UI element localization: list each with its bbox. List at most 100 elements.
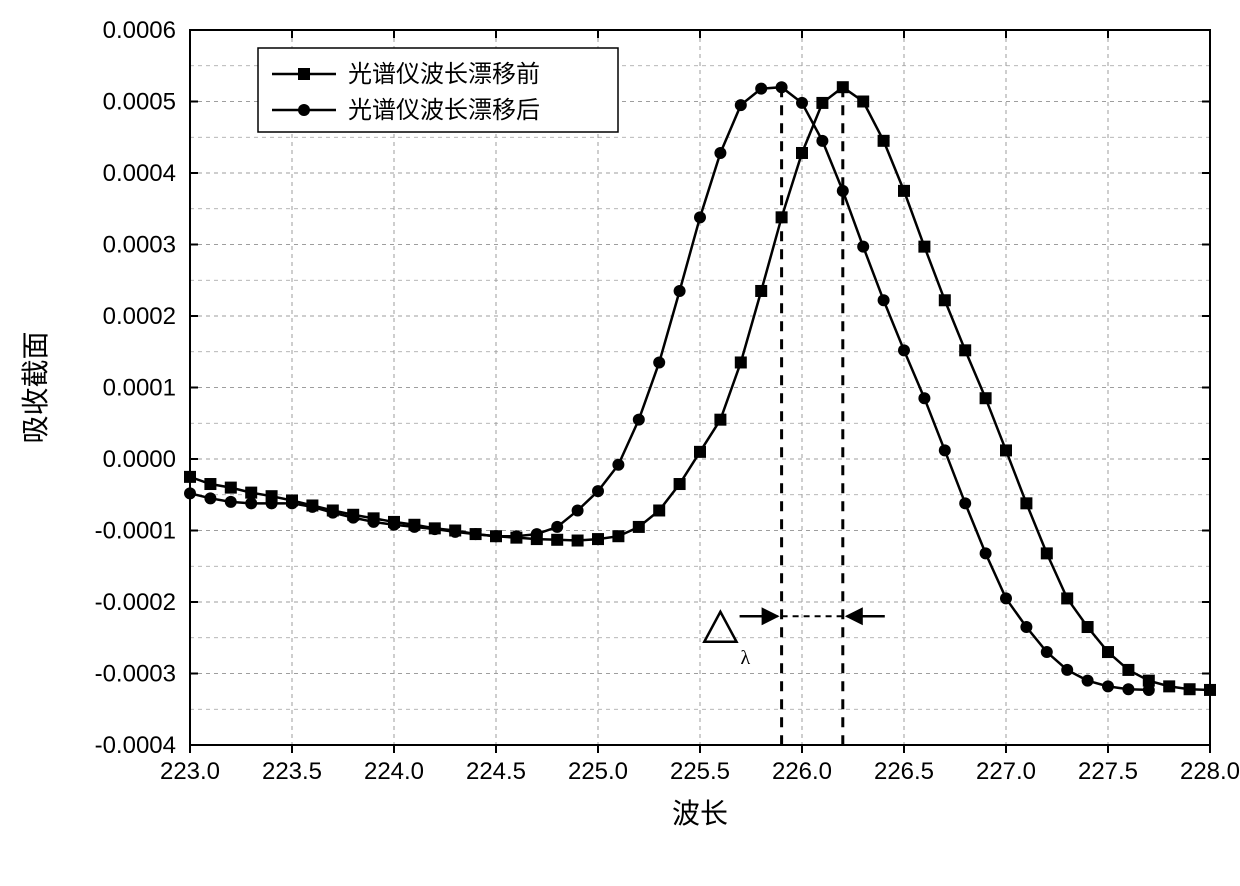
delta-subscript: λ bbox=[741, 647, 751, 669]
marker-circle bbox=[633, 414, 645, 426]
marker-square bbox=[980, 392, 992, 404]
marker-circle bbox=[388, 519, 400, 531]
marker-circle bbox=[674, 285, 686, 297]
marker-circle bbox=[857, 241, 869, 253]
marker-square bbox=[918, 241, 930, 253]
marker-circle bbox=[898, 344, 910, 356]
marker-square bbox=[204, 478, 216, 490]
marker-circle bbox=[225, 496, 237, 508]
marker-square bbox=[816, 97, 828, 109]
x-tick-label: 225.0 bbox=[568, 758, 628, 785]
marker-square bbox=[1122, 664, 1134, 676]
marker-circle bbox=[918, 392, 930, 404]
delta-symbol bbox=[704, 612, 736, 642]
marker-circle bbox=[714, 147, 726, 159]
y-tick-label: -0.0004 bbox=[95, 732, 176, 759]
x-tick-label: 226.5 bbox=[874, 758, 934, 785]
x-tick-label: 223.0 bbox=[160, 758, 220, 785]
marker-circle bbox=[408, 521, 420, 533]
marker-square bbox=[735, 356, 747, 368]
marker-square bbox=[1061, 592, 1073, 604]
marker-circle bbox=[184, 487, 196, 499]
marker-circle bbox=[755, 83, 767, 95]
marker-circle bbox=[327, 507, 339, 519]
marker-square bbox=[796, 147, 808, 159]
y-tick-label: 0.0006 bbox=[103, 17, 176, 44]
marker-circle bbox=[204, 492, 216, 504]
legend-label: 光谱仪波长漂移前 bbox=[348, 61, 540, 88]
marker-square bbox=[1041, 547, 1053, 559]
marker-square bbox=[1102, 646, 1114, 658]
marker-circle bbox=[1020, 621, 1032, 633]
marker-circle bbox=[531, 528, 543, 540]
annotation-arrowhead bbox=[762, 607, 780, 625]
marker-circle bbox=[470, 528, 482, 540]
marker-circle bbox=[1082, 675, 1094, 687]
x-tick-label: 227.0 bbox=[976, 758, 1036, 785]
legend-label: 光谱仪波长漂移后 bbox=[348, 97, 540, 124]
x-tick-label: 225.5 bbox=[670, 758, 730, 785]
marker-square bbox=[225, 482, 237, 494]
legend-marker-square bbox=[298, 68, 310, 80]
marker-square bbox=[1204, 684, 1216, 696]
marker-circle bbox=[572, 504, 584, 516]
marker-square bbox=[245, 487, 257, 499]
marker-circle bbox=[959, 497, 971, 509]
marker-square bbox=[633, 521, 645, 533]
x-tick-label: 228.0 bbox=[1180, 758, 1240, 785]
marker-circle bbox=[1041, 646, 1053, 658]
y-tick-label: -0.0002 bbox=[95, 589, 176, 616]
marker-circle bbox=[694, 211, 706, 223]
marker-circle bbox=[1122, 683, 1134, 695]
marker-circle bbox=[796, 97, 808, 109]
y-tick-label: 0.0005 bbox=[103, 89, 176, 116]
marker-square bbox=[653, 504, 665, 516]
marker-square bbox=[551, 534, 563, 546]
marker-square bbox=[898, 185, 910, 197]
x-tick-label: 224.0 bbox=[364, 758, 424, 785]
y-tick-label: 0.0004 bbox=[103, 160, 176, 187]
marker-square bbox=[572, 535, 584, 547]
marker-square bbox=[1163, 680, 1175, 692]
marker-square bbox=[1000, 444, 1012, 456]
marker-circle bbox=[592, 485, 604, 497]
marker-square bbox=[612, 530, 624, 542]
marker-circle bbox=[510, 530, 522, 542]
marker-circle bbox=[878, 294, 890, 306]
x-tick-label: 223.5 bbox=[262, 758, 322, 785]
marker-square bbox=[592, 533, 604, 545]
marker-square bbox=[1082, 621, 1094, 633]
marker-circle bbox=[429, 523, 441, 535]
marker-square bbox=[674, 478, 686, 490]
y-axis-label: 吸收截面 bbox=[20, 331, 52, 443]
marker-circle bbox=[266, 497, 278, 509]
marker-circle bbox=[1061, 664, 1073, 676]
y-tick-label: -0.0003 bbox=[95, 661, 176, 688]
marker-circle bbox=[653, 356, 665, 368]
y-tick-label: -0.0001 bbox=[95, 518, 176, 545]
marker-circle bbox=[306, 501, 318, 513]
marker-circle bbox=[490, 530, 502, 542]
marker-circle bbox=[245, 497, 257, 509]
chart-container: 223.0223.5224.0224.5225.0225.5226.0226.5… bbox=[0, 0, 1240, 886]
marker-circle bbox=[980, 547, 992, 559]
marker-square bbox=[959, 344, 971, 356]
marker-square bbox=[714, 414, 726, 426]
marker-square bbox=[857, 96, 869, 108]
marker-square bbox=[184, 471, 196, 483]
y-tick-label: 0.0002 bbox=[103, 303, 176, 330]
marker-circle bbox=[816, 135, 828, 147]
marker-circle bbox=[347, 512, 359, 524]
x-axis-label: 波长 bbox=[672, 798, 728, 830]
marker-square bbox=[1020, 497, 1032, 509]
annotation-arrowhead bbox=[845, 607, 863, 625]
y-tick-label: 0.0003 bbox=[103, 232, 176, 259]
marker-circle bbox=[1000, 592, 1012, 604]
marker-circle bbox=[368, 516, 380, 528]
marker-circle bbox=[551, 521, 563, 533]
marker-circle bbox=[1102, 680, 1114, 692]
marker-circle bbox=[939, 444, 951, 456]
x-tick-label: 227.5 bbox=[1078, 758, 1138, 785]
marker-square bbox=[755, 285, 767, 297]
marker-circle bbox=[449, 526, 461, 538]
